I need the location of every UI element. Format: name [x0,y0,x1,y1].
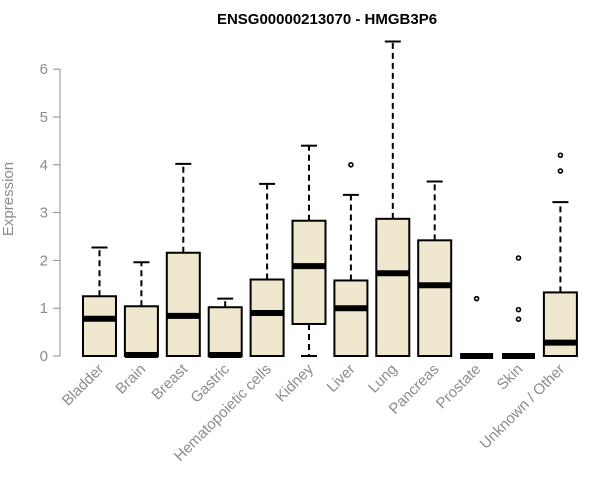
outlier-point [557,152,564,159]
x-tick-label: Brain [112,361,149,398]
box-group [165,162,201,357]
box [123,305,159,357]
y-tick-label: 2 [40,252,48,269]
box-series [82,40,578,359]
outlier-point [515,255,522,261]
outlier-point [515,306,522,313]
box-group [291,144,327,357]
box-group [460,295,494,359]
outlier-point [473,295,480,302]
box [542,291,578,357]
y-axis: 0 1 2 3 4 5 6 [40,61,61,365]
outlier-point [557,168,564,174]
box-group [82,246,117,357]
box-group [542,152,578,357]
chart-title: ENSG00000213070 - HMGB3P6 [217,11,437,28]
box-group [207,297,243,359]
box-group [502,255,535,359]
y-tick-label: 6 [40,61,48,78]
box [417,239,453,358]
box [333,279,369,358]
x-tick-label: Kidney [272,360,317,405]
box [291,219,327,325]
box-group [249,182,285,357]
y-tick-label: 5 [40,109,48,126]
box-group [417,180,453,358]
y-axis-label: Expression [0,162,17,236]
box [207,306,243,357]
outlier-point [515,316,522,322]
box [375,217,411,357]
x-tick-label: Lung [365,361,401,397]
box [82,295,117,357]
x-tick-label: Skin [494,361,527,394]
y-tick-label: 4 [40,157,48,174]
y-tick-label: 1 [40,300,48,317]
box [165,251,201,357]
box [249,278,285,357]
x-tick-label: Bladder [59,361,108,410]
box-group [333,162,369,358]
x-tick-label: Liver [324,361,359,396]
outlier-point [348,162,354,168]
y-tick-label: 3 [40,205,48,222]
box-group [375,40,411,357]
y-tick-label: 0 [40,348,48,365]
box-group [123,261,159,359]
x-tick-label: Breast [148,360,191,403]
x-tick-label: Prostate [433,361,485,413]
